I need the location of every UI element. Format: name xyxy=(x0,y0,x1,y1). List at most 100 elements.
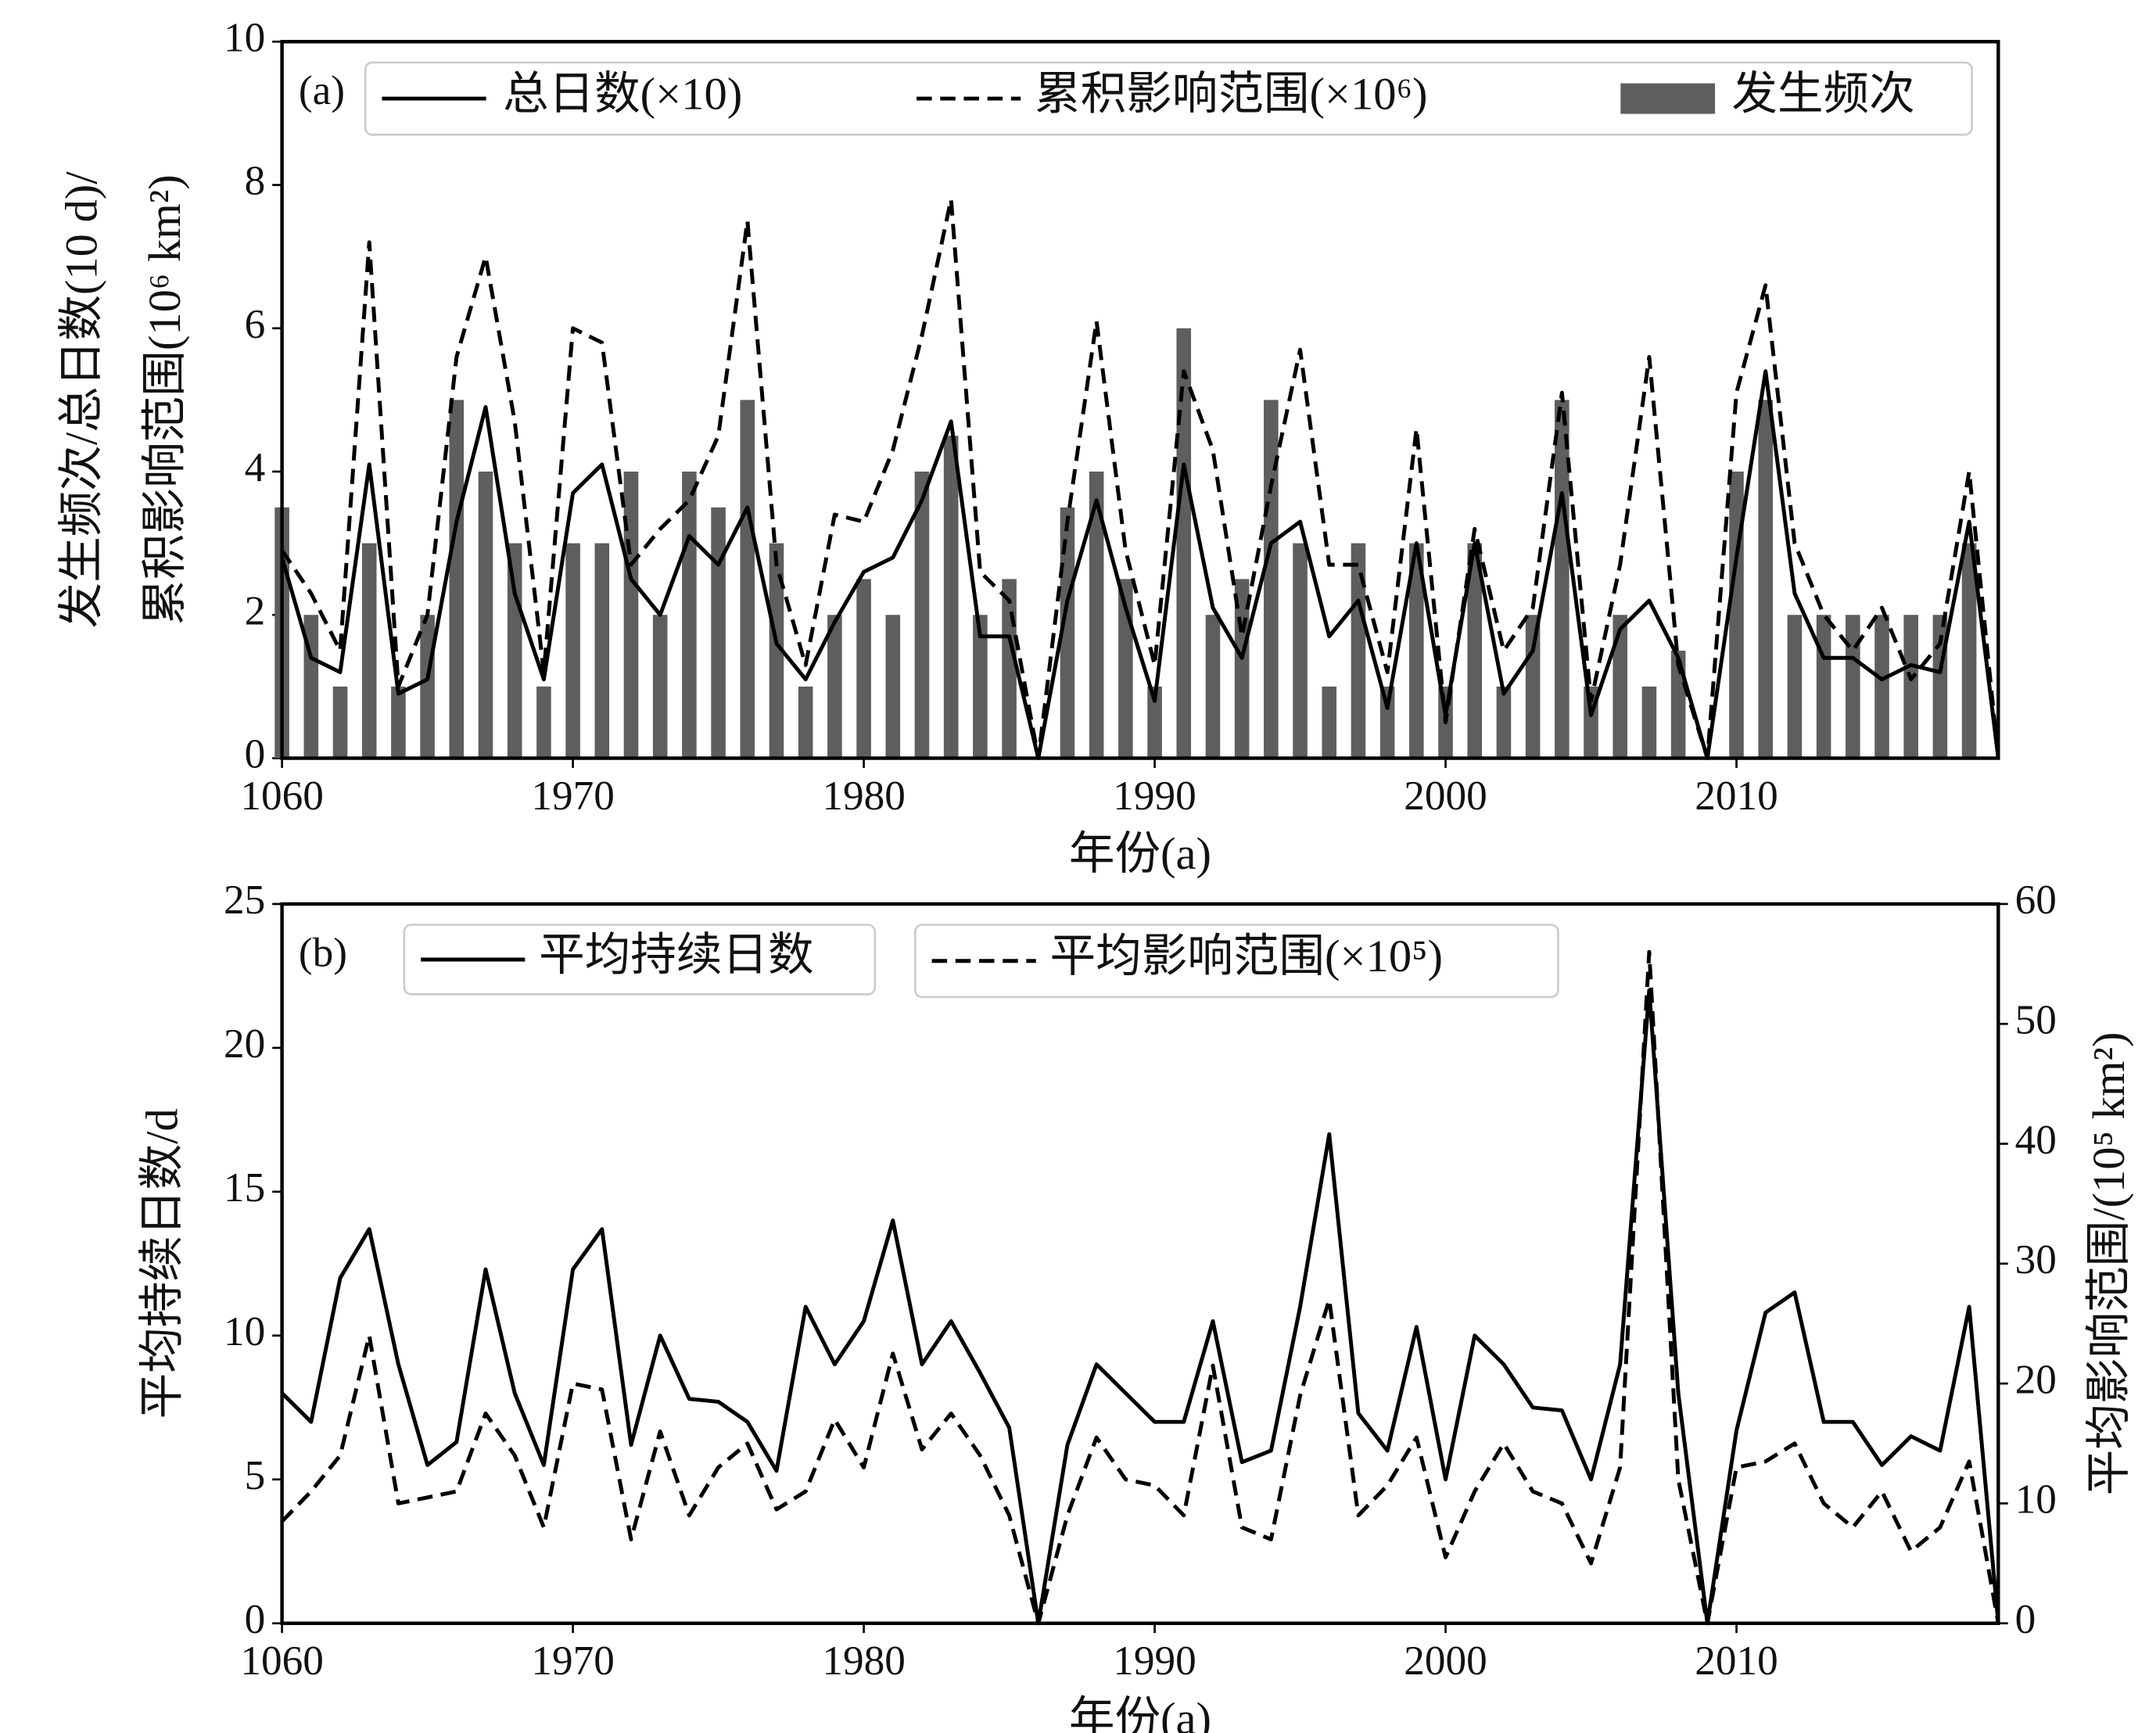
y-axis-label: 累积影响范围(10⁶ km²) xyxy=(139,174,190,626)
panel-label: (b) xyxy=(299,930,347,976)
bar xyxy=(1205,615,1221,759)
x-tick-label: 1970 xyxy=(531,773,615,819)
bar xyxy=(1467,543,1483,759)
bar xyxy=(973,615,988,759)
bar xyxy=(711,507,726,759)
bar xyxy=(1264,400,1279,759)
bar xyxy=(478,472,493,759)
legend-box xyxy=(403,924,877,996)
bar xyxy=(1641,686,1657,759)
x-tick-label: 1980 xyxy=(822,773,906,819)
y-tick-label: 0 xyxy=(245,1596,266,1642)
bar xyxy=(1147,686,1162,759)
plot-area xyxy=(282,903,1999,1624)
bar xyxy=(1555,400,1569,759)
y-tick-label: 15 xyxy=(224,1164,265,1211)
bar xyxy=(623,472,639,759)
y-axis-label: 发生频次/总日数(10 d)/ xyxy=(56,171,107,629)
legend-box xyxy=(364,61,1973,136)
legend-label: 总日数(×10) xyxy=(503,69,742,120)
x-tick-label: 2010 xyxy=(1695,773,1778,819)
bar xyxy=(885,615,901,759)
legend-swatch xyxy=(1620,83,1716,114)
x-axis-label: 年份(a) xyxy=(1069,1693,1211,1733)
bar xyxy=(1787,615,1803,759)
y2-tick-label: 50 xyxy=(2015,996,2057,1042)
bar xyxy=(1496,686,1512,759)
y-tick-label: 0 xyxy=(245,731,266,777)
x-tick-label: 1980 xyxy=(822,1638,906,1684)
bar xyxy=(856,579,871,759)
bar xyxy=(565,543,580,759)
bar xyxy=(1846,615,1860,759)
bar xyxy=(1379,686,1395,759)
bar xyxy=(1351,543,1366,759)
bar xyxy=(507,543,522,759)
legend-label: 平均影响范围(×10⁵) xyxy=(1050,931,1444,981)
y-tick-label: 2 xyxy=(245,587,266,633)
x-tick-label: 2010 xyxy=(1695,1638,1778,1684)
legend-label: 累积影响范围(×10⁶) xyxy=(1035,69,1428,120)
bar xyxy=(1874,615,1889,759)
series-line xyxy=(280,369,2000,760)
y-tick-label: 20 xyxy=(224,1021,265,1067)
bar xyxy=(914,472,930,759)
bar xyxy=(1089,472,1104,759)
bar xyxy=(1322,686,1337,759)
plot-frame xyxy=(280,902,2000,1625)
legend-label: 发生频次 xyxy=(1731,69,1914,120)
bar xyxy=(943,436,959,759)
bar xyxy=(1525,615,1541,759)
bar xyxy=(332,686,348,759)
bar xyxy=(798,686,813,759)
x-tick-label: 1990 xyxy=(1113,773,1196,819)
bar xyxy=(1613,615,1628,759)
y-tick-label: 25 xyxy=(224,877,265,923)
plot-frame xyxy=(280,40,2000,760)
x-tick-label: 1060 xyxy=(240,1638,323,1684)
bar xyxy=(449,400,465,759)
bar xyxy=(1961,543,1977,759)
bar xyxy=(740,400,755,759)
y-tick-label: 4 xyxy=(245,444,266,490)
bar xyxy=(652,615,668,759)
bar xyxy=(769,543,784,759)
x-tick-label: 2000 xyxy=(1404,1638,1487,1684)
y2-tick-label: 60 xyxy=(2015,877,2057,923)
panel-label: (a) xyxy=(299,67,345,113)
y-tick-label: 8 xyxy=(245,158,266,204)
bar xyxy=(391,686,406,759)
x-tick-label: 1990 xyxy=(1113,1638,1196,1684)
bar xyxy=(1816,615,1831,759)
bar xyxy=(1060,507,1075,759)
y-axis-label: 平均持续日数/d xyxy=(137,1108,188,1419)
x-tick-label: 1060 xyxy=(240,773,323,819)
y2-tick-label: 10 xyxy=(2015,1476,2057,1523)
bar xyxy=(827,615,842,759)
y2-tick-label: 40 xyxy=(2015,1117,2057,1163)
bar xyxy=(594,543,610,759)
bar xyxy=(1409,543,1424,759)
bar xyxy=(1903,615,1919,759)
bar xyxy=(1758,400,1774,759)
y-tick-label: 6 xyxy=(245,301,266,347)
bar xyxy=(361,543,377,759)
bar xyxy=(1002,579,1017,759)
bar xyxy=(1670,651,1686,759)
y2-tick-label: 30 xyxy=(2015,1236,2057,1283)
y2-axis-label: 平均影响范围/(10⁵ km²) xyxy=(2083,1032,2134,1495)
y-tick-label: 10 xyxy=(224,1308,265,1354)
bar xyxy=(682,472,697,759)
bar xyxy=(1293,543,1308,759)
y-tick-label: 10 xyxy=(224,14,265,60)
legend-box xyxy=(913,924,1559,999)
y-tick-label: 5 xyxy=(245,1452,266,1498)
x-tick-label: 1970 xyxy=(531,1638,615,1684)
x-tick-label: 2000 xyxy=(1404,773,1487,819)
series-line xyxy=(280,949,2000,1626)
legend-label: 平均持续日数 xyxy=(539,929,813,980)
y2-tick-label: 0 xyxy=(2015,1596,2036,1642)
bar xyxy=(536,686,551,759)
y2-tick-label: 20 xyxy=(2015,1356,2057,1402)
